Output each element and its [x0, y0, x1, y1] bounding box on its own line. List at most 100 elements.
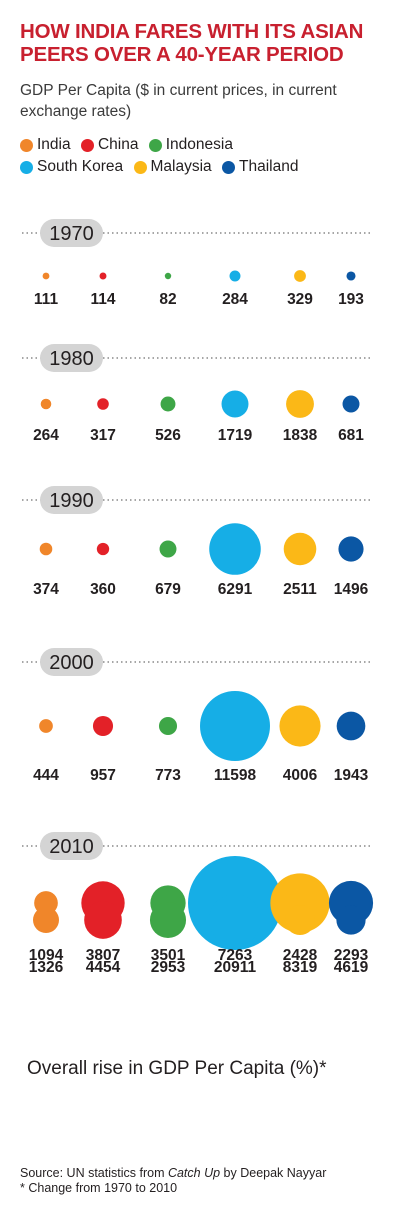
- year-section-2010: 2010 1326 4454 2953 20911 8319 4619: [22, 832, 374, 976]
- year-section-1990: 1990 374 360 679 6291 2511 1496: [22, 486, 372, 598]
- bubble-malaysia-1970: [294, 270, 306, 282]
- source-book: Catch Up: [167, 1166, 221, 1180]
- bubble-china-2000: [92, 715, 114, 737]
- year-section-1980: 1980 264 317 526 1719 1838 681: [22, 344, 372, 444]
- value-label-malaysia-1980: 1838: [283, 427, 318, 444]
- year-label: 1980: [49, 348, 94, 370]
- value-label-thailand-2010: 4619: [334, 959, 369, 976]
- value-label-south-korea-1990: 6291: [218, 581, 253, 598]
- value-label-indonesia-2010: 2953: [151, 959, 186, 976]
- bubble-indonesia-1970: [164, 272, 172, 280]
- bubble-malaysia-1990: [283, 532, 317, 566]
- legend-item-south-korea: South Korea: [20, 158, 123, 176]
- value-label-malaysia-2000: 4006: [283, 767, 318, 784]
- year-badge: [40, 344, 103, 372]
- overall-bubble-malaysia: [284, 904, 316, 936]
- value-label-china-1970: 114: [90, 291, 115, 308]
- legend-swatch-indonesia: [148, 138, 162, 152]
- value-label-indonesia-1980: 526: [155, 427, 181, 444]
- value-label-malaysia-2010: 8319: [283, 959, 318, 976]
- legend-swatch-india: [20, 138, 33, 152]
- bubble-india-1970: [42, 272, 50, 280]
- legend-item-china: China: [80, 136, 139, 154]
- value-label-indonesia-1990: 679: [155, 581, 181, 598]
- bubble-china-1970: [99, 272, 107, 280]
- year-badge: [40, 219, 103, 247]
- legend-item-indonesia: Indonesia: [148, 136, 233, 154]
- legend-label-indonesia: Indonesia: [165, 136, 233, 153]
- bubble-india-1990: [39, 542, 53, 556]
- bubble-china-1980: [97, 398, 109, 410]
- overall-value-thailand: 2293: [334, 947, 369, 964]
- value-label-indonesia-1970: 82: [159, 291, 176, 308]
- legend-swatch-thailand: [221, 160, 235, 174]
- value-label-thailand-1970: 193: [338, 291, 364, 308]
- bubble-thailand-1980: [342, 395, 360, 413]
- legend-row-2: South Korea Malaysia Thailand: [20, 158, 400, 179]
- overall-bubble-china: [84, 901, 122, 939]
- legend-item-thailand: Thailand: [221, 158, 299, 176]
- overall-value-indonesia: 3501: [151, 947, 186, 964]
- bubble-south-korea-1980: [221, 390, 249, 418]
- value-label-south-korea-2010: 20911: [214, 959, 257, 976]
- value-label-thailand-2000: 1943: [334, 767, 369, 784]
- value-label-thailand-1980: 681: [338, 427, 364, 444]
- legend-item-india: India: [20, 136, 71, 154]
- bubble-malaysia-2000: [279, 705, 321, 747]
- value-label-china-1980: 317: [90, 427, 116, 444]
- bubble-thailand-1970: [346, 271, 356, 281]
- bubble-china-1990: [96, 542, 110, 556]
- legend-swatch-malaysia: [133, 160, 147, 174]
- legend-swatch-china: [80, 138, 94, 152]
- bubble-thailand-1990: [338, 536, 364, 562]
- overall-bubble-india: [33, 907, 59, 933]
- year-section-2000: 2000 444 957 773 11598 4006 1943: [22, 648, 372, 784]
- value-label-india-1970: 111: [34, 291, 59, 308]
- value-label-malaysia-1990: 2511: [283, 581, 317, 598]
- overall-value-india: 1094: [29, 947, 64, 964]
- overall-value-south-korea: 7263: [218, 947, 253, 964]
- bubble-malaysia-1980: [286, 390, 314, 418]
- bubble-india-2000: [39, 719, 53, 733]
- overall-bubble-south-korea: [209, 894, 261, 946]
- value-label-south-korea-1980: 1719: [218, 427, 253, 444]
- bubble-thailand-2000: [336, 711, 366, 741]
- source-suffix: by Deepak Nayyar: [220, 1166, 327, 1180]
- value-label-china-2000: 957: [90, 767, 116, 784]
- legend-row-1: India China Indonesia: [20, 136, 400, 157]
- value-label-south-korea-2000: 11598: [214, 767, 257, 784]
- source-note: Source: UN statistics from Catch Up by D…: [20, 1166, 326, 1196]
- year-label: 1990: [49, 490, 94, 512]
- value-label-india-2010: 1326: [29, 959, 64, 976]
- value-label-china-1990: 360: [90, 581, 116, 598]
- legend-label-south-korea: South Korea: [37, 158, 124, 175]
- overall-rise-section: 1094 3807 3501 7263 2428 2293: [29, 894, 369, 964]
- value-label-india-1980: 264: [33, 427, 59, 444]
- year-label: 1970: [49, 223, 94, 245]
- bubble-south-korea-1990: [209, 523, 261, 575]
- value-label-indonesia-2000: 773: [155, 767, 181, 784]
- value-label-thailand-1990: 1496: [334, 581, 369, 598]
- chart-title: HOW INDIA FARES WITH ITS ASIAN PEERS OVE…: [20, 20, 364, 66]
- source-prefix: Source: UN statistics from: [20, 1166, 168, 1180]
- chart-subtitle: GDP Per Capita ($ in current prices, in …: [20, 82, 337, 120]
- value-label-china-2010: 4454: [86, 959, 121, 976]
- overall-bubble-thailand: [336, 905, 366, 935]
- legend-label-thailand: Thailand: [238, 158, 299, 175]
- legend-label-india: India: [37, 136, 71, 153]
- bubble-chart: 1970 111 114 82 284 329 193 1980 264 317 526 1719 18…: [22, 219, 374, 976]
- overall-bubble-indonesia: [149, 901, 187, 939]
- legend-swatch-south-korea: [20, 160, 33, 174]
- overall-value-china: 3807: [86, 947, 120, 964]
- year-section-1970: 1970 111 114 82 284 329 193: [22, 219, 372, 308]
- year-badge: [40, 648, 103, 676]
- bubble-south-korea-2000: [200, 691, 270, 761]
- year-badge: [40, 486, 103, 514]
- source-line: Source: UN statistics from Catch Up by D…: [20, 1166, 326, 1181]
- bubble-indonesia-2000: [158, 716, 178, 736]
- legend-item-malaysia: Malaysia: [133, 158, 212, 176]
- year-label: 2000: [49, 652, 94, 674]
- legend-label-china: China: [97, 136, 139, 153]
- legend-label-malaysia: Malaysia: [150, 158, 212, 175]
- value-label-south-korea-1970: 284: [222, 291, 248, 308]
